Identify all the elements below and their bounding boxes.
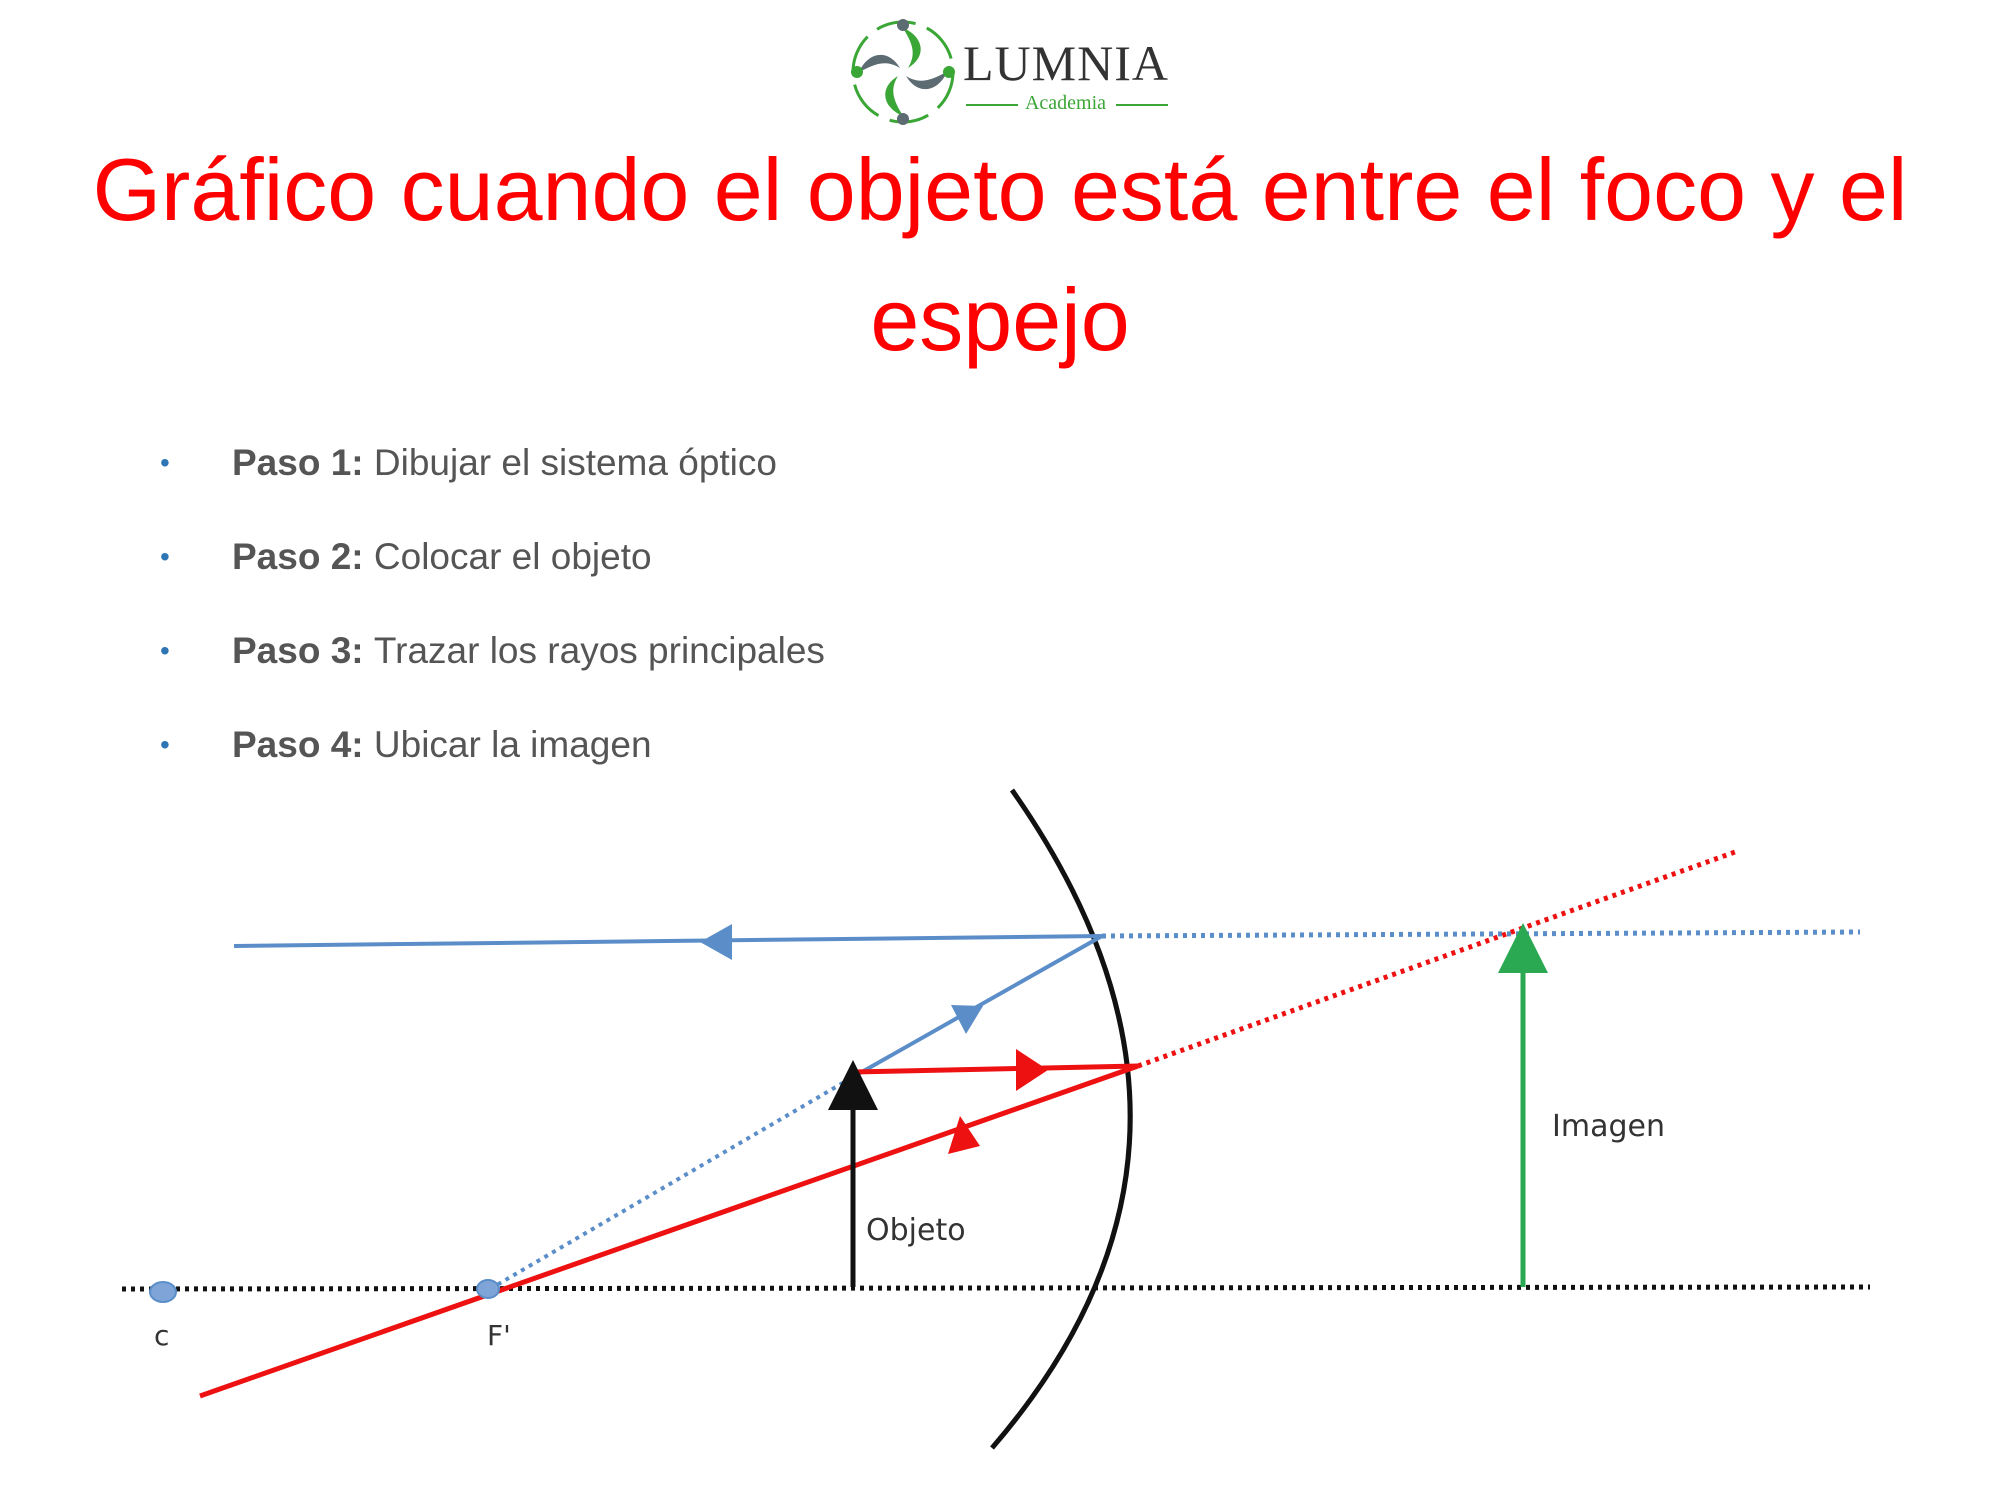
- lumnia-logo: LUMNIA Academia: [848, 16, 1178, 128]
- step-text: Trazar los rayos principales: [373, 630, 825, 671]
- blue-ray-arrowhead: [700, 924, 732, 960]
- blue-ray-incident-arrowhead: [951, 1005, 983, 1034]
- step-label: Paso 1:: [232, 442, 364, 483]
- logo-divider-left: [966, 104, 1018, 106]
- bullet-icon: •: [160, 447, 170, 478]
- bullet-icon: •: [160, 729, 170, 760]
- bullet-icon: •: [160, 541, 170, 572]
- logo-name: LUMNIA: [963, 35, 1169, 91]
- object-label: Objeto: [866, 1213, 966, 1248]
- step-text: Ubicar la imagen: [373, 724, 652, 765]
- red-ray-virtual-extension: [1137, 849, 1736, 1069]
- logo-divider-right: [1116, 104, 1168, 106]
- page-title: Gráfico cuando el objeto está entre el f…: [92, 140, 1908, 369]
- image-label: Imagen: [1552, 1109, 1665, 1144]
- logo-emblem-icon: [851, 19, 955, 125]
- red-ray-parallel: [852, 1063, 1139, 1075]
- step-label: Paso 3:: [232, 630, 364, 671]
- concave-mirror: [990, 788, 1133, 1450]
- focus-label: F': [487, 1319, 511, 1352]
- focus-point: [476, 1279, 500, 1299]
- bullet-icon: •: [160, 635, 170, 666]
- step-label: Paso 4:: [232, 724, 364, 765]
- red-ray-through-focus: [199, 1063, 1139, 1399]
- step-label: Paso 2:: [232, 536, 364, 577]
- blue-ray-reflected-horizontal: [233, 934, 1103, 948]
- red-ray-parallel-arrowhead: [1016, 1049, 1048, 1091]
- step-text: Colocar el objeto: [373, 536, 652, 577]
- red-ray-through-focus-arrowhead: [948, 1116, 980, 1154]
- center-point: [149, 1281, 177, 1303]
- blue-ray-virtual-extension: [1101, 929, 1861, 939]
- blue-ray-focus-extension: [488, 1075, 855, 1291]
- principal-axis: [121, 1284, 1871, 1292]
- center-label: c: [154, 1319, 169, 1352]
- step-text: Dibujar el sistema óptico: [373, 442, 777, 483]
- logo-subtitle: Academia: [1024, 92, 1107, 114]
